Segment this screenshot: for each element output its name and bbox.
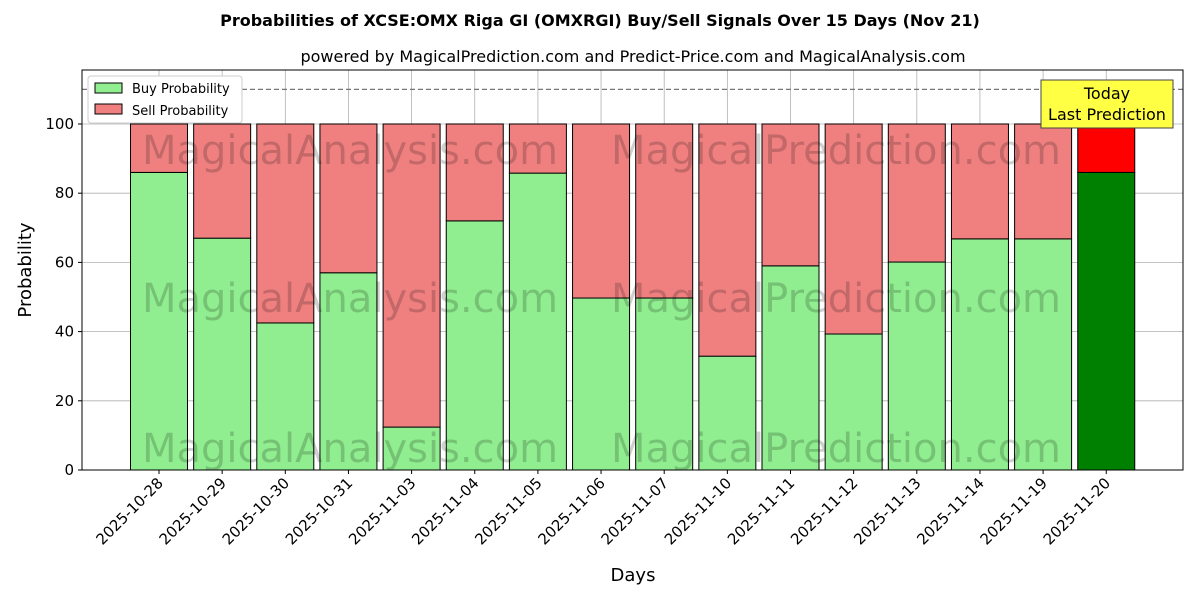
buy-bar [445,220,504,471]
x-tick-label: 2025-11-20 [1040,474,1114,548]
chart-title: Probabilities of XCSE:OMX Riga GI (OMXRG… [220,11,980,30]
y-axis-label: Probability [15,222,36,317]
sell-bar [698,123,757,357]
x-tick-label: 2025-10-28 [92,474,166,548]
y-tick-label: 100 [45,115,74,133]
annotation-line2: Last Prediction [1048,105,1166,124]
legend-buy-swatch [94,82,123,94]
y-tick-label: 0 [64,461,74,479]
sell-bar [950,123,1009,240]
buy-bar [256,322,315,471]
x-tick-label: 2025-11-14 [913,474,987,548]
buy-bar [761,265,820,471]
x-tick-label: 2025-11-13 [850,474,924,548]
buy-bar [635,297,694,471]
sell-bar [1077,123,1136,173]
x-tick-label: 2025-10-30 [219,474,293,548]
x-tick-label: 2025-11-04 [408,474,482,548]
buy-bar [1077,171,1136,471]
buy-bar [698,355,757,471]
y-tick-label: 20 [55,392,74,410]
legend-sell-swatch [94,103,123,115]
sell-bar [635,123,694,299]
legend-buy-label: Buy Probability [132,82,230,97]
sell-bar [761,123,820,267]
buy-bar [887,261,946,471]
buy-bar [382,426,441,471]
x-tick-label: 2025-10-29 [156,474,230,548]
sell-bar [824,123,883,335]
x-tick-label: 2025-10-31 [282,474,356,548]
buy-bar [193,237,252,471]
sell-bar [887,123,946,263]
watermark: MagicalAnalysis.com [142,426,558,472]
watermark: MagicalPrediction.com [611,128,1061,174]
x-tick-label: 2025-11-06 [534,474,608,548]
watermark: MagicalAnalysis.com [142,128,558,174]
sell-bar [445,123,504,222]
annotation-line1: Today [1083,84,1130,103]
watermarks: MagicalAnalysis.com MagicalPrediction.com… [142,128,1061,472]
sell-bar [572,123,631,299]
x-tick-label: 2025-11-12 [787,474,861,548]
buy-bar [572,297,631,471]
y-tick-label: 60 [55,253,74,271]
buy-bar [824,333,883,471]
buy-bar [508,172,567,471]
x-tick-label: 2025-11-19 [977,474,1051,548]
sell-bar [508,123,567,174]
legend-sell-label: Sell Probability [132,104,229,119]
x-tick-label: 2025-11-10 [661,474,735,548]
x-tick-label: 2025-11-03 [345,474,419,548]
x-tick-label: 2025-11-11 [724,474,798,548]
watermark: MagicalPrediction.com [611,276,1061,322]
legend: Buy Probability Sell Probability [87,75,243,124]
today-annotation: Today Last Prediction [1040,79,1174,129]
sell-bar [130,123,188,173]
x-tick-label: 2025-11-05 [471,474,545,548]
bars [82,88,1183,471]
sell-bar [382,123,441,428]
buy-bar [319,272,378,471]
y-tick-label: 40 [55,323,74,341]
plot-frame [81,69,1184,471]
y-tick-label: 80 [55,184,74,202]
watermark: MagicalAnalysis.com [142,276,558,322]
x-axis-label: Days [611,565,656,586]
watermark: MagicalPrediction.com [611,426,1061,472]
sell-bar [193,123,252,239]
chart-subtitle: powered by MagicalPrediction.com and Pre… [300,47,965,66]
sell-bar [1014,123,1073,240]
sell-bar [319,123,378,274]
sell-bar [256,123,315,324]
x-tick-label: 2025-11-07 [598,474,672,548]
